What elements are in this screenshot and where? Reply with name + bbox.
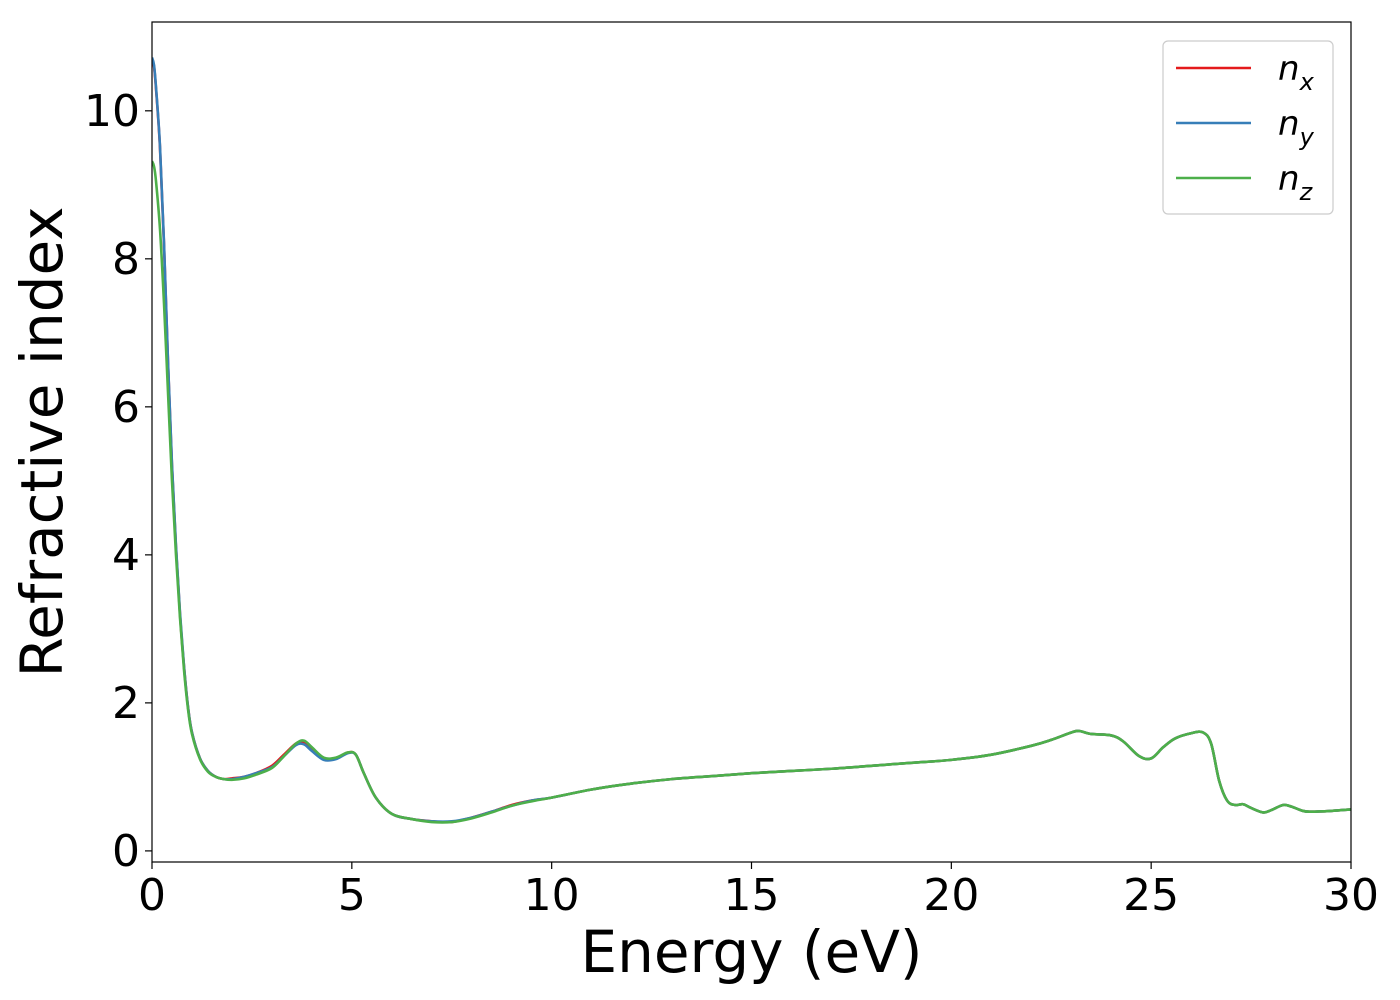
legend-label-base: n — [1278, 104, 1300, 144]
legend-label-subscript: y — [1299, 123, 1315, 151]
x-tick-label: 10 — [524, 870, 580, 921]
x-tick-label: 15 — [724, 870, 780, 921]
series-line-z — [152, 160, 1351, 824]
y-tick-label: 2 — [112, 678, 140, 729]
x-tick-label: 20 — [923, 870, 979, 921]
y-axis-title: Refractive index — [8, 206, 76, 677]
x-tick-label: 5 — [338, 870, 366, 921]
x-axis-title: Energy (eV) — [580, 918, 922, 986]
legend-label-subscript: z — [1299, 178, 1314, 206]
x-tick-label: 0 — [138, 870, 166, 921]
x-tick-label: 30 — [1323, 870, 1379, 921]
x-axis: 0 5 10 15 20 25 30 — [138, 862, 1379, 921]
legend-label-z: nz — [1278, 159, 1314, 206]
legend-box — [1162, 40, 1334, 215]
legend-label-subscript: x — [1299, 68, 1315, 96]
y-tick-label: 10 — [84, 86, 140, 137]
y-axis: 0 2 4 6 8 10 — [84, 86, 152, 877]
legend-label-x: nx — [1278, 49, 1315, 96]
x-tick-label: 25 — [1123, 870, 1179, 921]
legend-label-y: ny — [1278, 104, 1315, 151]
y-tick-label: 4 — [112, 530, 140, 581]
legend-label-base: n — [1278, 49, 1300, 89]
y-tick-label: 0 — [112, 826, 140, 877]
series-layer — [152, 57, 1351, 824]
y-tick-label: 8 — [112, 234, 140, 285]
legend-label-base: n — [1278, 159, 1300, 199]
y-tick-label: 6 — [112, 382, 140, 433]
